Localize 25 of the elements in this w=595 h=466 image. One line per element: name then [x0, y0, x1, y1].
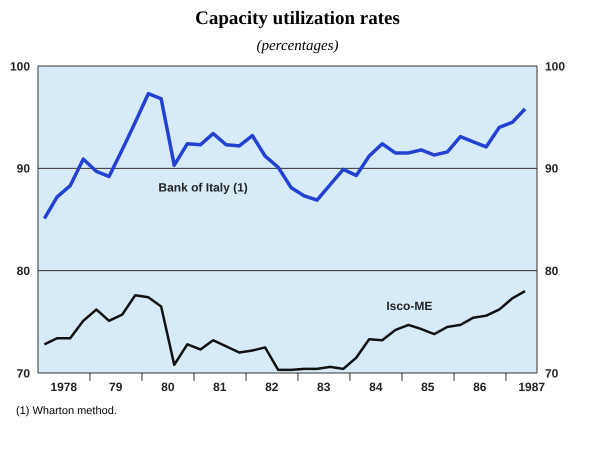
line-series [42, 92, 527, 220]
y2-tick-label: 90 [545, 162, 559, 176]
y-tick-label: 90 [16, 162, 30, 176]
x-tick-label: 82 [265, 380, 279, 394]
chart-subtitle: (percentages) [256, 38, 340, 55]
text: (1) Wharton method. [16, 405, 118, 417]
y2-tick-label: 70 [545, 366, 559, 380]
chart-title: Capacity utilization rates [194, 8, 401, 30]
series-label: Isco-ME [386, 299, 432, 314]
x-tick-label: 86 [473, 380, 487, 394]
x-tick-label: 1978 [50, 380, 78, 394]
y2-tick-label: 80 [545, 264, 559, 278]
y-tick-label: 70 [16, 366, 30, 380]
x-tick-label: 79 [109, 380, 123, 394]
y-tick-label: 80 [16, 264, 30, 278]
y2-tick-label: 100 [545, 59, 566, 74]
line-series [43, 290, 526, 372]
series-label: Bank of Italy (1) [158, 180, 248, 195]
x-tick-label: 81 [213, 380, 227, 394]
x-tick-label: 1987 [518, 380, 546, 394]
y-tick-label: 100 [10, 59, 30, 74]
x-tick-label: 84 [369, 380, 383, 394]
x-tick-label: 80 [161, 380, 175, 394]
x-tick-label: 85 [421, 380, 435, 394]
x-tick-label: 83 [317, 380, 331, 394]
